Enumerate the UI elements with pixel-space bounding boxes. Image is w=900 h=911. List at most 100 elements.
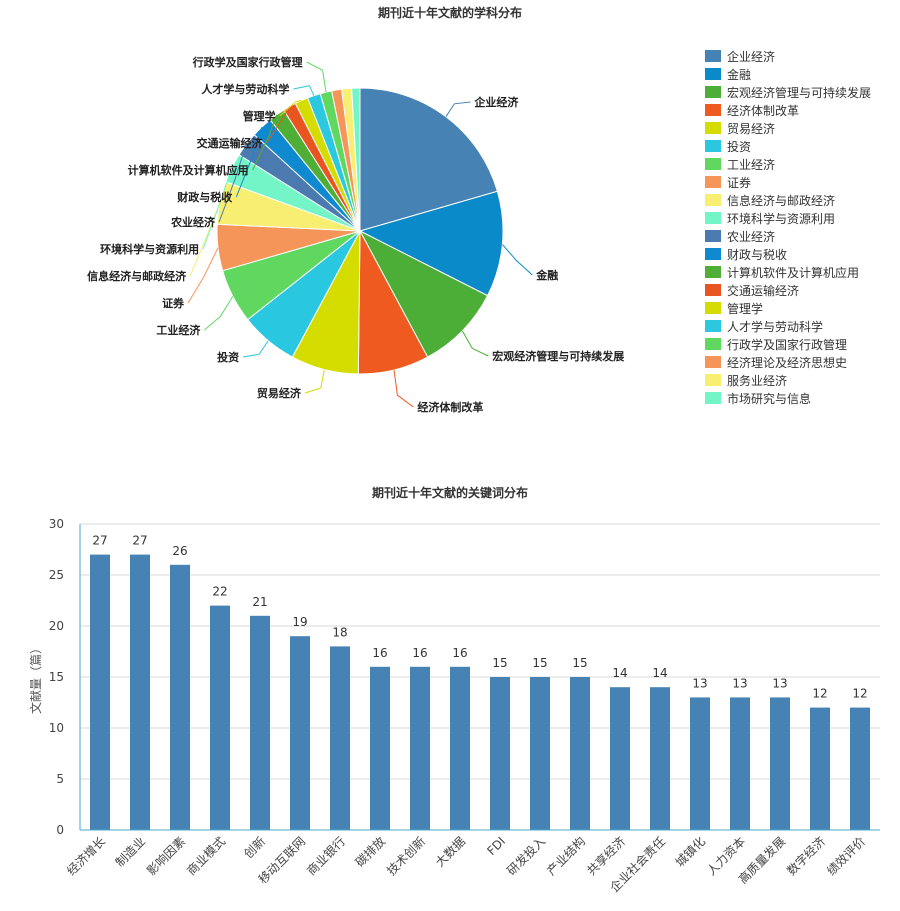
- bar: [690, 697, 710, 830]
- bar: [130, 554, 150, 830]
- bar-value-label: 13: [772, 676, 787, 690]
- legend-label: 企业经济: [727, 49, 775, 64]
- x-category-label: 产业结构: [544, 834, 589, 879]
- pie-leader-line: [243, 340, 269, 358]
- legend-swatch: [705, 50, 721, 62]
- legend-label: 投资: [727, 139, 751, 154]
- x-category-label: 商业银行: [304, 834, 349, 879]
- bar-chart: 期刊近十年文献的关键词分布 0 5 10 15 20 25 30 文献量（篇） 27 27 26…: [28, 485, 880, 895]
- pie-slice: [359, 87, 498, 232]
- legend-label: 服务业经济: [727, 373, 787, 388]
- pie-slice-label: 工业经济: [156, 323, 201, 337]
- bar-value-label: 15: [492, 656, 507, 670]
- y-tick-label: 25: [49, 568, 64, 582]
- bar: [530, 677, 550, 830]
- pie-slice-label: 人才学与劳动科学: [201, 82, 289, 96]
- pie-slice-label: 贸易经济: [257, 386, 302, 400]
- bar-value-label: 16: [452, 646, 467, 660]
- legend-label: 行政学及国家行政管理: [727, 337, 847, 352]
- bar: [90, 554, 110, 830]
- legend-label: 贸易经济: [727, 121, 775, 136]
- pie-slice-label: 经济体制改革: [417, 400, 483, 414]
- bar: [770, 697, 790, 830]
- y-tick-label: 30: [49, 517, 64, 531]
- bar-value-label: 22: [212, 585, 227, 599]
- pie-leader-line: [189, 202, 221, 277]
- bar-y-axis-title: 文献量（篇）: [28, 642, 43, 714]
- pie-leader-line: [502, 244, 533, 276]
- bar: [610, 687, 630, 830]
- bar-value-label: 14: [652, 666, 667, 680]
- bar-value-label: 16: [372, 646, 387, 660]
- pie-slice-label: 环境科学与资源利用: [100, 242, 199, 256]
- legend-swatch: [705, 338, 721, 350]
- pie-slice-label: 证券: [162, 296, 185, 310]
- legend-swatch: [705, 140, 721, 152]
- x-category-label: 影响因素: [144, 834, 189, 879]
- pie-slice-label: 投资: [217, 350, 239, 364]
- pie-leader-line: [279, 100, 302, 117]
- y-tick-label: 5: [56, 772, 64, 786]
- bar-value-label: 27: [132, 534, 147, 548]
- legend-label: 证券: [727, 175, 751, 190]
- pie-slice-label: 财政与税收: [176, 190, 232, 204]
- x-category-label: 碳排放: [352, 834, 388, 870]
- x-category-label: 数字经济: [784, 834, 829, 879]
- legend-label: 管理学: [727, 301, 763, 316]
- legend-swatch: [705, 320, 721, 332]
- pie-leader-line: [204, 296, 234, 331]
- bar: [370, 666, 390, 830]
- pie-leader-line: [252, 114, 278, 171]
- pie-leader-line: [445, 101, 471, 117]
- y-tick-label: 15: [49, 670, 64, 684]
- legend-label: 市场研究与信息: [727, 391, 811, 406]
- bar: [730, 697, 750, 830]
- bar: [290, 636, 310, 830]
- bar: [170, 564, 190, 830]
- legend-swatch: [705, 212, 721, 224]
- pie-slice-label: 管理学: [243, 109, 276, 123]
- bar-value-label: 19: [292, 615, 307, 629]
- pie-leader-line: [306, 61, 327, 93]
- legend-label: 农业经济: [727, 229, 775, 244]
- legend-label: 工业经济: [727, 157, 775, 172]
- pie-leader-line: [304, 369, 325, 394]
- legend-swatch: [705, 374, 721, 386]
- bar-y-ticks: 0 5 10 15 20 25 30: [49, 517, 64, 837]
- bars: [90, 554, 870, 830]
- pie-leader-line: [266, 106, 290, 144]
- legend-swatch: [705, 356, 721, 368]
- bar-value-label: 13: [692, 676, 707, 690]
- pie-slice-label: 交通运输经济: [197, 136, 264, 150]
- pie-leader-line: [202, 167, 233, 250]
- x-category-label: 制造业: [113, 834, 148, 869]
- pie-slice-label: 行政学及国家行政管理: [192, 55, 303, 69]
- bar: [570, 677, 590, 830]
- x-category-label: 技术创新: [384, 834, 429, 879]
- legend-swatch: [705, 158, 721, 170]
- bar: [850, 707, 870, 830]
- pie-leader-line: [461, 330, 489, 357]
- bar: [810, 707, 830, 830]
- bar-value-label: 14: [612, 666, 627, 680]
- pie-legend: 企业经济金融宏观经济管理与可持续发展经济体制改革贸易经济投资工业经济证券信息经济…: [705, 49, 871, 406]
- legend-label: 环境科学与资源利用: [727, 211, 835, 226]
- pie-leader-line: [218, 144, 247, 223]
- legend-label: 人才学与劳动科学: [727, 319, 823, 334]
- bar-value-label: 26: [172, 544, 187, 558]
- legend-label: 财政与税收: [727, 248, 787, 262]
- pie-slice-label: 金融: [535, 268, 558, 282]
- x-category-label: 商业模式: [184, 834, 229, 879]
- bar-value-labels: 27 27 26 22 21 19 18 16 16 16 15 15 15 14 14 13 13 13 12 12: [92, 534, 867, 701]
- x-category-label: 经济增长: [64, 834, 109, 879]
- bar: [490, 677, 510, 830]
- bar-chart-title: 期刊近十年文献的关键词分布: [372, 485, 528, 500]
- legend-label: 信息经济与邮政经济: [727, 193, 835, 208]
- x-category-label: 城镇化: [673, 834, 708, 869]
- legend-label: 计算机软件及计算机应用: [727, 265, 859, 280]
- legend-swatch: [705, 284, 721, 296]
- bar-value-label: 16: [412, 646, 427, 660]
- bar: [650, 687, 670, 830]
- legend-swatch: [705, 68, 721, 80]
- pie-slice-label: 计算机软件及计算机应用: [128, 163, 249, 177]
